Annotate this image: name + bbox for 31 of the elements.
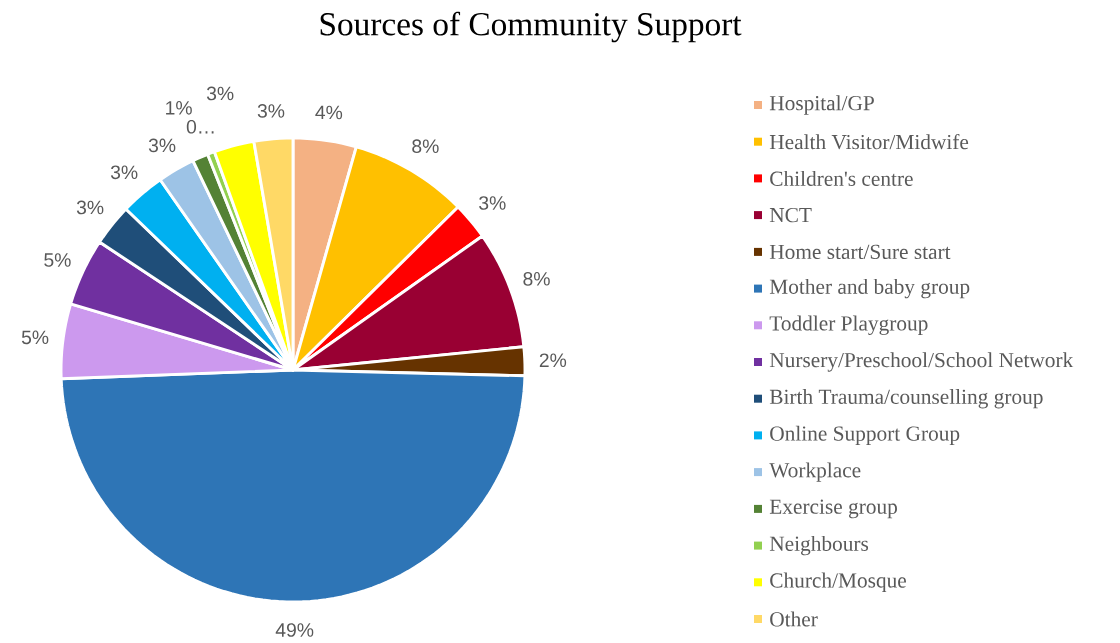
data-label: 49% <box>275 623 314 637</box>
data-label: 1% <box>166 101 192 115</box>
data-label: 2% <box>539 353 567 367</box>
data-label: 3% <box>76 200 104 215</box>
legend-label: Neighbours <box>769 535 869 556</box>
data-label: 3% <box>148 138 176 153</box>
legend-label: Mother and baby group <box>769 278 970 299</box>
data-label: 3% <box>206 86 234 101</box>
data-label: 4% <box>315 105 343 120</box>
legend-label: Health Visitor/Midwife <box>769 134 969 150</box>
data-label: 5% <box>44 253 71 267</box>
legend-label: Workplace <box>769 462 861 482</box>
legend-label: Hospital/GP <box>769 95 874 115</box>
data-label: 3% <box>479 196 506 210</box>
legend-label: Home start/Sure start <box>769 244 951 260</box>
legend-label: Children's centre <box>770 170 913 186</box>
data-label: 5% <box>21 330 49 345</box>
data-label: 8% <box>523 272 550 286</box>
legend-label: NCT <box>769 207 812 223</box>
legend-label: Birth Trauma/counselling group <box>769 388 1043 409</box>
legend-label: Other <box>770 611 818 627</box>
legend-label: Nursery/Preschool/School Network <box>769 352 1074 372</box>
data-label: 3% <box>110 165 138 180</box>
legend-label: Toddler Playgroup <box>769 315 928 335</box>
data-label: 8% <box>412 139 439 154</box>
legend-label: Exercise group <box>769 499 897 519</box>
data-label: 0… <box>186 119 214 134</box>
data-label: 3% <box>257 104 285 118</box>
legend-label: Church/Mosque <box>770 572 906 592</box>
chart-title: Sources of Community Support <box>320 11 742 43</box>
legend-label: Online Support Group <box>770 425 960 446</box>
